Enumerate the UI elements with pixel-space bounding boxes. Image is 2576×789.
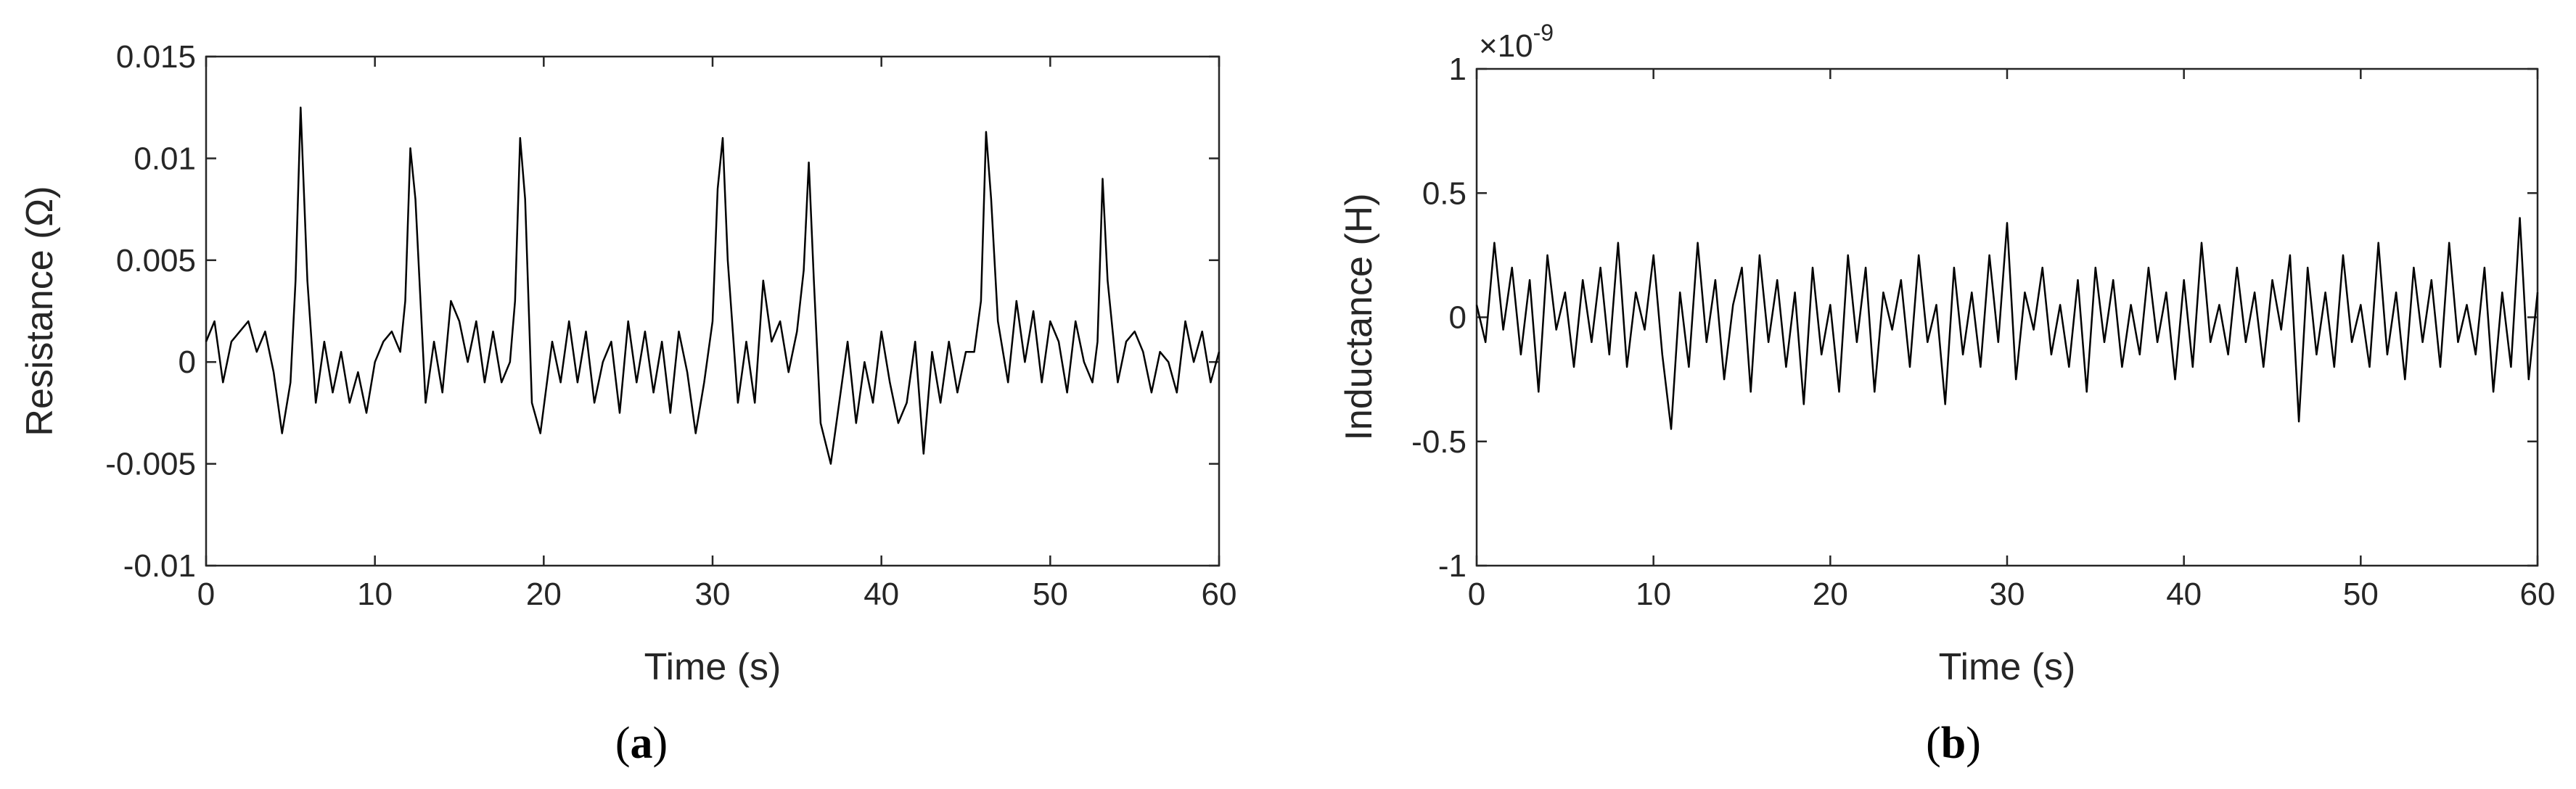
y-tick-label: 0 <box>179 344 196 380</box>
y-tick-label: -1 <box>1438 548 1467 584</box>
y-tick-label: 0.005 <box>116 243 196 278</box>
y-tick-label: -0.01 <box>123 548 196 584</box>
plot-area-b <box>1475 67 2539 567</box>
y-axis-label-a: Resistance (Ω) <box>19 186 61 436</box>
x-tick-label: 50 <box>1033 577 1068 612</box>
x-tick-label: 20 <box>1813 577 1848 612</box>
y-tick-label: -0.5 <box>1411 424 1467 460</box>
x-tick-label: 60 <box>1202 577 1237 612</box>
x-tick-label: 40 <box>864 577 899 612</box>
x-tick-label: 0 <box>197 577 215 612</box>
y-tick-label: 0 <box>1449 300 1467 336</box>
x-tick-label: 30 <box>1990 577 2025 612</box>
y-tick-label: 1 <box>1449 51 1467 87</box>
y-tick-label: 0.5 <box>1422 175 1467 211</box>
y-tick-label: 0.015 <box>116 39 196 75</box>
panel-label-a: (a) <box>615 719 668 768</box>
y-tick-label: -0.005 <box>105 447 196 482</box>
x-tick-label: 20 <box>526 577 562 612</box>
x-tick-label: 60 <box>2520 577 2556 612</box>
y-tick-label: 0.01 <box>134 141 196 176</box>
chart-panel-a: 0 10 20 30 40 50 60-0.01-0.00500.0050.010.015 … <box>19 39 1236 768</box>
x-axis-label-b: Time (s) <box>1939 646 2076 688</box>
series-b <box>1475 217 2539 430</box>
chart-panel-b: 0 10 20 30 40 50 60 -1 -0.5 0 0.5 1 Time (s) Induct… <box>1338 20 2555 768</box>
ticks-a: 0 10 20 30 40 50 60 -0.01 -0.005 0 0.005 0.01 0.015 <box>105 39 1236 612</box>
x-tick-label: 0 <box>1468 577 1485 612</box>
panel-label-b: (b) <box>1926 719 1981 768</box>
x-tick-label: 50 <box>2343 577 2379 612</box>
series-a <box>205 106 1221 465</box>
x-tick-label: 10 <box>357 577 393 612</box>
series-line <box>1475 217 2539 430</box>
x-axis-label-a: Time (s) <box>644 646 782 688</box>
series-line <box>205 106 1221 465</box>
x-tick-label: 40 <box>2166 577 2202 612</box>
x-tick-label: 30 <box>695 577 731 612</box>
x-tick-label: 10 <box>1636 577 1671 612</box>
ticks-b: 0 10 20 30 40 50 60 -1 -0.5 0 0.5 1 <box>1411 51 2555 612</box>
axis-multiplier-b: ×10-9 <box>1479 20 1554 64</box>
y-axis-label-b: Inductance (H) <box>1338 193 1380 440</box>
